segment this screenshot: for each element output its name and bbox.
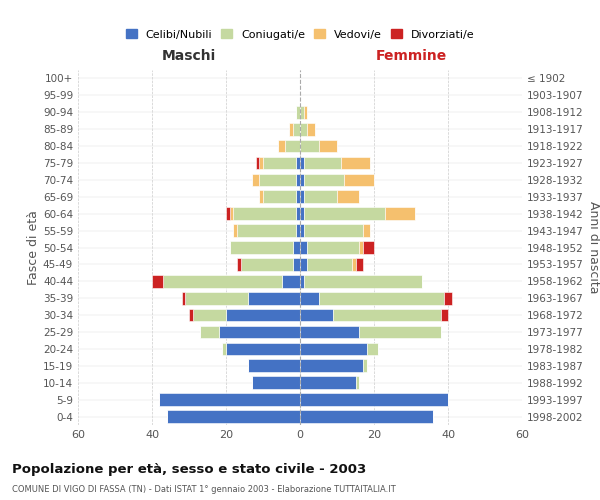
Bar — [259, 156, 263, 170]
Bar — [218, 326, 300, 338]
Bar — [444, 292, 452, 304]
Bar — [304, 224, 363, 237]
Text: Maschi: Maschi — [162, 49, 216, 63]
Bar — [226, 342, 300, 355]
Bar — [296, 208, 300, 220]
Bar — [352, 258, 355, 270]
Bar — [263, 156, 296, 170]
Bar — [285, 140, 300, 152]
Bar — [296, 106, 300, 118]
Bar — [300, 376, 355, 389]
Bar — [293, 241, 300, 254]
Text: COMUNE DI VIGO DI FASSA (TN) - Dati ISTAT 1° gennaio 2003 - Elaborazione TUTTAIT: COMUNE DI VIGO DI FASSA (TN) - Dati ISTA… — [12, 485, 396, 494]
Bar — [152, 275, 163, 287]
Bar — [259, 190, 263, 203]
Bar — [248, 292, 300, 304]
Text: Femmine: Femmine — [376, 49, 446, 63]
Bar — [252, 174, 259, 186]
Bar — [185, 292, 248, 304]
Bar — [233, 208, 296, 220]
Bar — [440, 309, 448, 322]
Bar — [300, 106, 304, 118]
Bar — [304, 174, 344, 186]
Bar — [300, 140, 319, 152]
Bar — [300, 156, 304, 170]
Bar — [300, 123, 307, 136]
Bar — [200, 326, 218, 338]
Bar — [293, 123, 300, 136]
Bar — [281, 275, 300, 287]
Bar — [359, 326, 440, 338]
Y-axis label: Fasce di età: Fasce di età — [27, 210, 40, 285]
Bar — [363, 360, 367, 372]
Bar — [300, 360, 363, 372]
Bar — [334, 309, 440, 322]
Bar — [233, 224, 237, 237]
Bar — [300, 309, 334, 322]
Bar — [319, 292, 444, 304]
Text: Popolazione per età, sesso e stato civile - 2003: Popolazione per età, sesso e stato civil… — [12, 462, 366, 475]
Bar — [226, 208, 230, 220]
Bar — [237, 258, 241, 270]
Bar — [300, 292, 319, 304]
Bar — [300, 190, 304, 203]
Bar — [319, 140, 337, 152]
Bar — [193, 309, 226, 322]
Bar — [252, 376, 300, 389]
Bar — [241, 258, 293, 270]
Bar — [300, 326, 359, 338]
Bar — [300, 275, 304, 287]
Bar — [293, 258, 300, 270]
Bar — [300, 394, 448, 406]
Bar — [307, 258, 352, 270]
Bar — [304, 275, 422, 287]
Bar — [304, 190, 337, 203]
Bar — [167, 410, 300, 423]
Bar — [367, 342, 378, 355]
Bar — [256, 156, 259, 170]
Bar — [385, 208, 415, 220]
Bar — [363, 224, 370, 237]
Bar — [300, 410, 433, 423]
Legend: Celibi/Nubili, Coniugati/e, Vedovi/e, Divorziati/e: Celibi/Nubili, Coniugati/e, Vedovi/e, Di… — [122, 26, 478, 43]
Bar — [160, 394, 300, 406]
Bar — [296, 156, 300, 170]
Bar — [300, 342, 367, 355]
Bar — [226, 309, 300, 322]
Bar — [300, 224, 304, 237]
Y-axis label: Anni di nascita: Anni di nascita — [587, 201, 600, 294]
Bar — [307, 123, 315, 136]
Bar — [300, 241, 307, 254]
Bar — [289, 123, 293, 136]
Bar — [307, 241, 359, 254]
Bar — [341, 156, 370, 170]
Bar — [355, 376, 359, 389]
Bar — [300, 174, 304, 186]
Bar — [189, 309, 193, 322]
Bar — [230, 241, 293, 254]
Bar — [263, 190, 296, 203]
Bar — [296, 224, 300, 237]
Bar — [355, 258, 363, 270]
Bar — [337, 190, 359, 203]
Bar — [300, 208, 304, 220]
Bar — [344, 174, 374, 186]
Bar — [163, 275, 281, 287]
Bar — [363, 241, 374, 254]
Bar — [237, 224, 296, 237]
Bar — [304, 208, 385, 220]
Bar — [359, 241, 363, 254]
Bar — [248, 360, 300, 372]
Bar — [259, 174, 296, 186]
Bar — [304, 156, 341, 170]
Bar — [278, 140, 285, 152]
Bar — [300, 258, 307, 270]
Bar — [223, 342, 226, 355]
Bar — [182, 292, 185, 304]
Bar — [296, 190, 300, 203]
Bar — [230, 208, 233, 220]
Bar — [296, 174, 300, 186]
Bar — [304, 106, 307, 118]
